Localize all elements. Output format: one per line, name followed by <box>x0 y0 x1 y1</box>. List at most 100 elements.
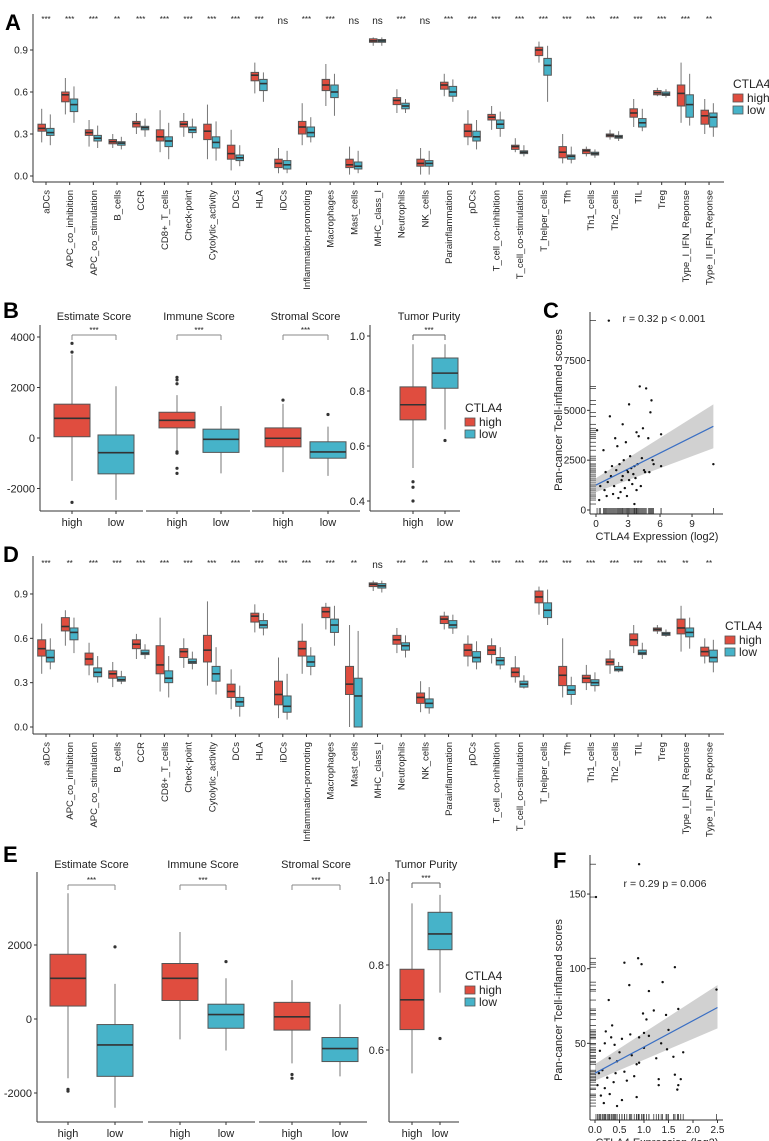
scatter-point <box>634 476 637 480</box>
x-tick-label: Neutrophils <box>397 742 408 790</box>
y-tick-label: 0.0 <box>14 723 28 734</box>
scatter-point <box>657 1083 660 1087</box>
box-low-Mast_cells <box>353 630 363 728</box>
scatter-point <box>627 403 631 406</box>
scatter-point <box>602 1101 606 1105</box>
legend-title: CTLA4 <box>733 77 769 91</box>
box-body <box>676 618 686 635</box>
box-body <box>399 386 427 421</box>
regression-line <box>595 425 714 486</box>
box-body <box>61 91 70 103</box>
scatter-point <box>614 1072 617 1075</box>
x-tick-label: Tfh <box>562 190 573 204</box>
scatter-point <box>659 464 663 468</box>
facet-title: Stromal Score <box>271 311 341 323</box>
box-body <box>345 158 354 169</box>
scatter-point <box>672 1055 675 1058</box>
legend-label-high: high <box>479 415 502 429</box>
outlier-point <box>411 480 415 484</box>
box-body <box>309 441 347 459</box>
y-axis-label: Pan-cancer Tcell-inflamed scores <box>553 329 565 491</box>
box-body <box>427 911 453 951</box>
x-tick-label: Inflammation-promoting <box>302 190 313 290</box>
box-low-aDCs <box>45 638 55 670</box>
box-high-T_cell_co-inhibition <box>487 106 496 130</box>
box-low-Inflammation-promoting <box>306 647 316 676</box>
significance-label: *** <box>539 559 548 568</box>
significance-bracket <box>179 884 227 890</box>
box-low-MHC_class_I <box>377 37 387 46</box>
significance-label: *** <box>491 15 500 24</box>
legend-label-low: low <box>739 645 757 659</box>
x-tick-label: T_cell_co-stimulation <box>515 190 526 279</box>
scatter-point <box>657 1077 660 1081</box>
scatter-point <box>608 415 612 418</box>
scatter-point <box>635 488 638 492</box>
y-tick-label: 0.0 <box>14 172 28 183</box>
box-high-APC_co_inhibition <box>61 78 70 115</box>
x-tick-label: low <box>108 517 125 529</box>
x-tick-label: TIL <box>634 742 645 756</box>
x-tick-label: Th1_cells <box>586 742 597 783</box>
significance-label: ns <box>372 16 383 27</box>
box-low-CD8+_T_cells <box>164 122 173 160</box>
box-low-Inflammation-promoting <box>306 117 316 143</box>
outlier-point <box>326 412 330 417</box>
significance-label: *** <box>657 559 666 568</box>
scatter-point <box>597 1072 601 1075</box>
significance-label: *** <box>65 15 74 24</box>
box-high <box>399 903 425 1074</box>
scatter-point <box>598 498 601 502</box>
box-low-Macrophages <box>330 73 339 116</box>
panel-letter-c: C <box>543 298 559 323</box>
facet-title: Immune Score <box>167 859 239 871</box>
scatter-point <box>635 1063 638 1066</box>
box-low-NK_cells <box>424 150 434 175</box>
x-tick-label: T_cell_co-inhibition <box>491 190 502 271</box>
correlation-annotation: r = 0.32 p < 0.001 <box>623 313 706 325</box>
scatter-point <box>649 411 652 414</box>
scatter-point <box>638 385 641 388</box>
box-body <box>69 627 79 641</box>
box-high-aDCs <box>37 623 47 674</box>
legend-title: CTLA4 <box>725 619 763 633</box>
box-body <box>709 112 718 128</box>
box-body <box>264 427 302 448</box>
x-tick-label: pDCs <box>468 742 479 766</box>
x-tick-label: Treg <box>657 190 668 209</box>
legend-label-low: low <box>479 427 497 441</box>
box-high-Check-point <box>179 113 189 137</box>
x-tick-label: MHC_class_I <box>373 742 384 799</box>
box-high-Th1_cells <box>581 664 591 691</box>
significance-label: *** <box>633 15 642 24</box>
box-high-APC_co_inhibition <box>60 610 70 646</box>
y-tick-label: 1.0 <box>350 331 365 343</box>
box-high-pDCs <box>463 110 473 146</box>
scatter-point <box>652 462 655 466</box>
x-tick-label: iDCs <box>278 742 289 763</box>
y-tick-label: 5000 <box>564 406 587 417</box>
significance-label: *** <box>562 15 571 24</box>
scatter-point <box>664 1013 668 1017</box>
significance-label: *** <box>160 559 169 568</box>
box-high-T_helper_cells <box>534 41 544 63</box>
box-body <box>45 649 55 663</box>
outlier-point <box>290 1076 294 1080</box>
x-tick-label: Cytolytic_activity <box>207 742 218 812</box>
x-tick-label: Type_I_IFN_Reponse <box>681 190 692 282</box>
x-tick-label: high <box>273 517 294 529</box>
scatter-point <box>633 502 636 506</box>
legend-swatch-high <box>464 417 476 427</box>
scatter-point <box>619 490 622 494</box>
significance-label: *** <box>444 15 453 24</box>
x-tick-label: high <box>167 517 188 529</box>
x-tick-label: Neutrophils <box>397 190 408 238</box>
scatter-point <box>628 983 631 987</box>
box-body <box>226 144 236 160</box>
scatter-point <box>712 462 715 466</box>
outlier-point <box>438 1036 442 1041</box>
scatter-point <box>613 1043 616 1047</box>
panel-letter-d: D <box>3 542 19 567</box>
outlier-point <box>290 1072 294 1077</box>
box-low-T_cell_co-inhibition <box>495 111 505 137</box>
